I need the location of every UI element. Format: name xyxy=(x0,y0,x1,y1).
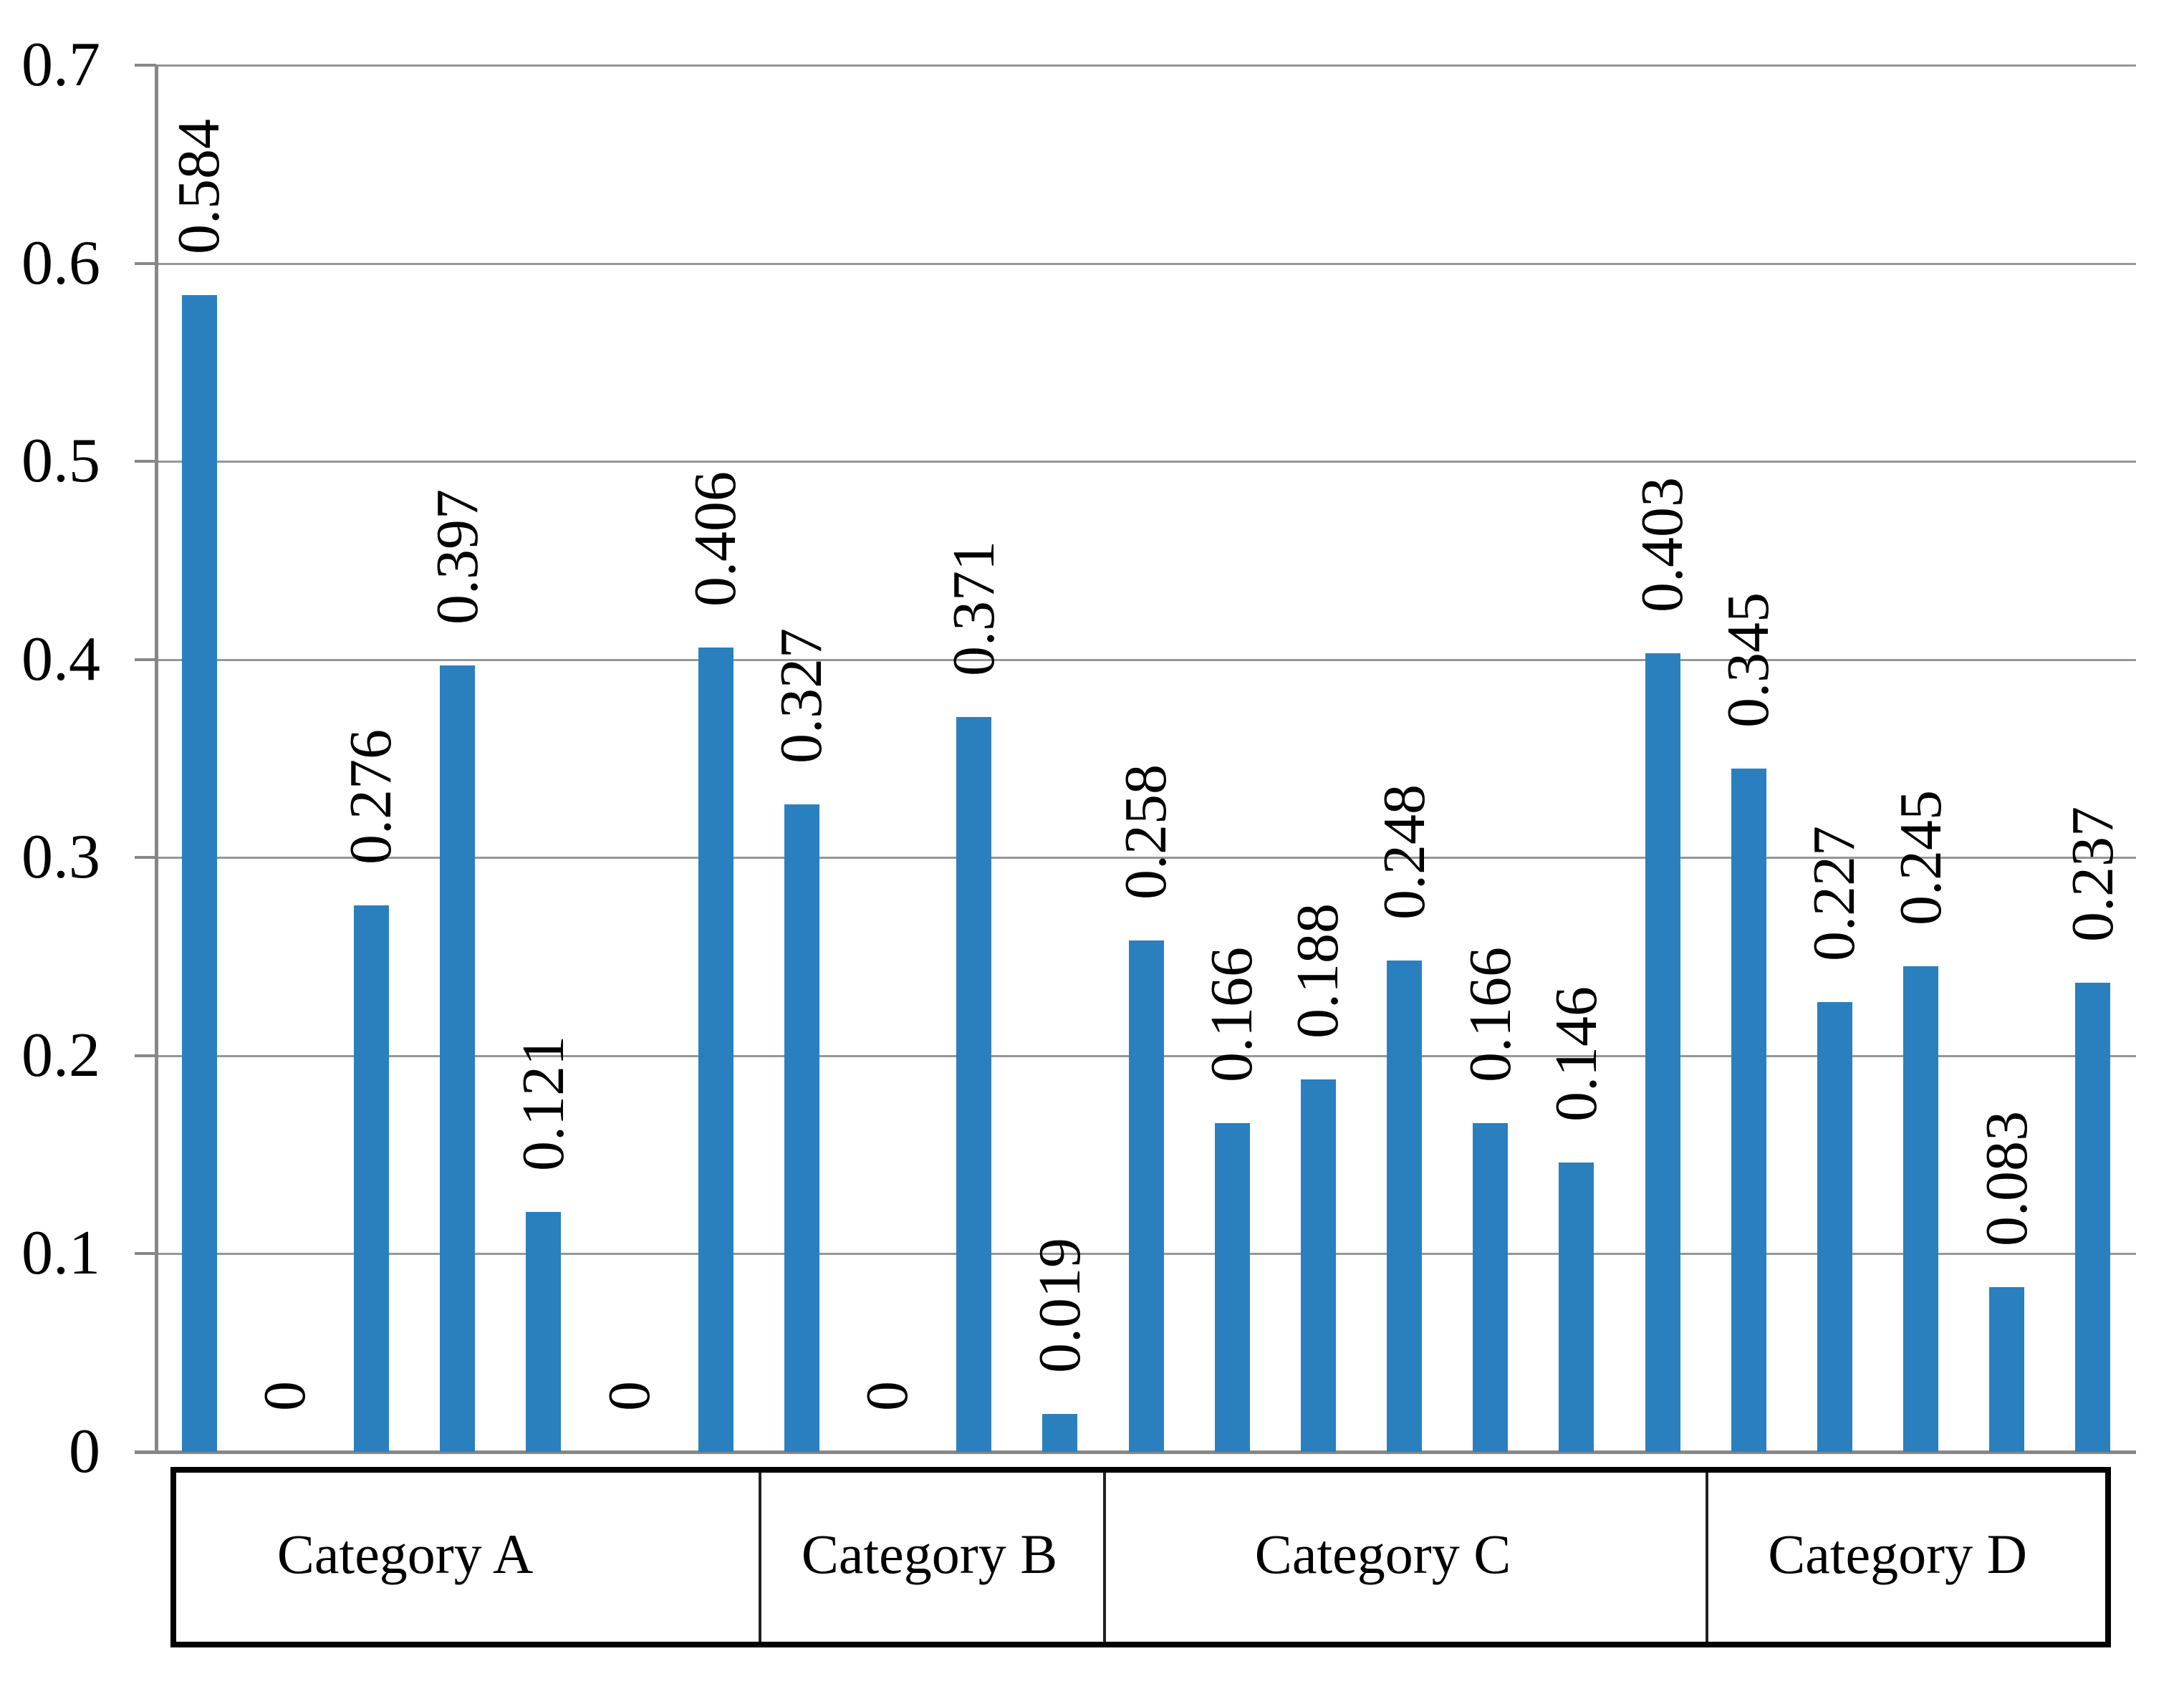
bar-value-label: 0.166 xyxy=(1456,946,1524,1082)
bar-value-label: 0.371 xyxy=(940,540,1007,676)
y-axis-tick-label: 0 xyxy=(69,1417,100,1486)
bar-value-label: 0.166 xyxy=(1198,946,1266,1082)
bar xyxy=(1042,1414,1078,1452)
bar xyxy=(1387,961,1423,1452)
bar xyxy=(1645,653,1680,1452)
bar xyxy=(1989,1287,2025,1452)
y-axis-tick-label: 0.5 xyxy=(21,426,100,496)
y-axis-line xyxy=(155,65,158,1452)
bar xyxy=(1817,1002,1852,1452)
bar xyxy=(1731,768,1766,1452)
gridline xyxy=(156,262,2136,265)
bar xyxy=(440,665,476,1452)
y-axis-tick-label: 0.6 xyxy=(21,228,100,298)
gridline xyxy=(156,461,2136,463)
category-divider xyxy=(759,1473,762,1642)
category-label: Category C xyxy=(1254,1523,1511,1585)
bar xyxy=(698,648,733,1452)
bar-value-label: 0.258 xyxy=(1112,764,1179,900)
bar-value-label: 0.121 xyxy=(509,1036,577,1172)
y-axis-tick-label: 0.7 xyxy=(21,30,100,100)
bar xyxy=(956,716,992,1452)
bar-value-label: 0.248 xyxy=(1370,784,1438,920)
bar xyxy=(784,804,819,1452)
gridline xyxy=(156,658,2136,661)
bar-value-label: 0.584 xyxy=(165,118,233,254)
bar xyxy=(1473,1122,1509,1452)
bar xyxy=(1214,1122,1250,1452)
bar-value-label: 0.345 xyxy=(1715,592,1782,728)
y-axis-tick-label: 0.1 xyxy=(21,1218,100,1289)
gridline xyxy=(156,64,2136,67)
bar-value-label: 0.406 xyxy=(682,471,749,607)
y-axis-tick xyxy=(135,658,156,661)
bar-value-label: 0.403 xyxy=(1629,477,1696,613)
bar-value-label: 0.227 xyxy=(1801,826,1868,962)
y-axis-tick xyxy=(135,64,156,67)
bar-value-label: 0 xyxy=(595,1381,663,1411)
category-label: Category A xyxy=(276,1523,534,1585)
bar xyxy=(353,905,389,1452)
bar-value-label: 0.237 xyxy=(2059,806,2126,942)
y-axis-tick xyxy=(135,261,156,265)
y-axis-tick xyxy=(135,856,156,860)
bar-value-label: 0.188 xyxy=(1284,903,1352,1039)
category-label: Category B xyxy=(801,1523,1058,1585)
bar xyxy=(1559,1163,1594,1452)
gridline xyxy=(156,857,2136,860)
category-divider xyxy=(1102,1473,1106,1642)
bar-value-label: 0 xyxy=(854,1381,921,1411)
y-axis-tick xyxy=(135,1054,156,1057)
y-axis-tick xyxy=(135,1252,156,1256)
bar xyxy=(181,294,217,1452)
bar-value-label: 0 xyxy=(251,1381,319,1411)
y-axis-tick-label: 0.3 xyxy=(21,822,100,892)
y-axis-tick-label: 0.4 xyxy=(21,624,100,694)
bar-value-label: 0.245 xyxy=(1887,790,1954,926)
x-axis-line xyxy=(135,1450,2136,1454)
bar-value-label: 0.397 xyxy=(423,489,491,625)
bar-value-label: 0.083 xyxy=(1973,1111,2040,1247)
bar-value-label: 0.276 xyxy=(337,728,405,865)
bar xyxy=(1128,940,1164,1452)
bar xyxy=(526,1212,562,1452)
bar-value-label: 0.146 xyxy=(1542,986,1610,1122)
category-label: Category D xyxy=(1768,1523,2027,1585)
y-axis-tick-label: 0.2 xyxy=(21,1020,100,1090)
bar xyxy=(1903,966,1939,1452)
bar-value-label: 0.019 xyxy=(1026,1238,1093,1374)
category-table-frame xyxy=(170,1467,2111,1647)
bar xyxy=(1300,1079,1336,1452)
y-axis-tick xyxy=(135,460,156,463)
bar-value-label: 0.327 xyxy=(768,627,835,764)
bar xyxy=(2075,982,2111,1452)
category-divider xyxy=(1706,1473,1709,1642)
